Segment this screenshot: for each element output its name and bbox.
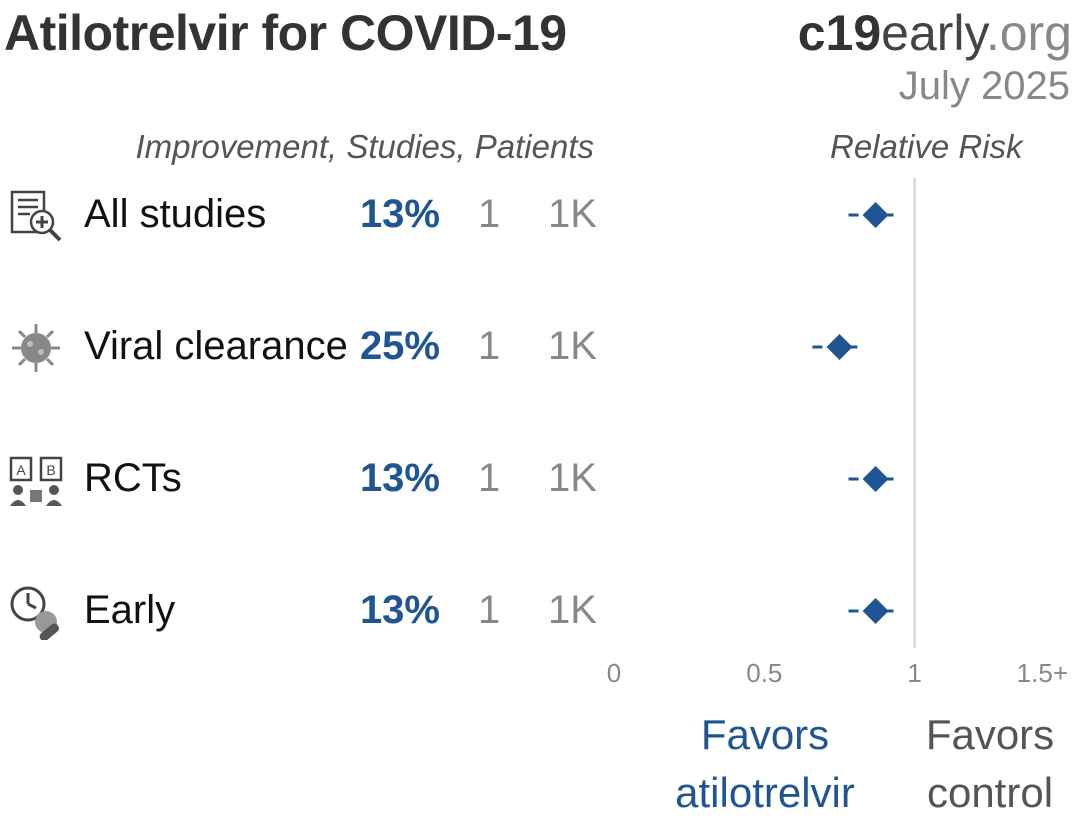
patients-count: 1K: [548, 588, 597, 632]
improvement-value: 13%: [359, 192, 440, 236]
column-header-relative-risk: Relative Risk: [830, 128, 1023, 165]
effect-diamond: [862, 598, 889, 624]
improvement-value: 13%: [359, 456, 440, 500]
document-search-icon: [8, 188, 64, 244]
svg-text:A: A: [16, 462, 26, 478]
clock-treatment-icon: [8, 584, 64, 642]
row-viral-clearance[interactable]: Viral clearance 25% 1 1K: [0, 312, 600, 382]
favors-control-label: Favors control: [900, 706, 1080, 822]
favors-control-line2: control: [926, 769, 1054, 816]
row-label: Early: [84, 588, 176, 632]
favors-treatment-line2: atilotrelvir: [675, 769, 855, 816]
favors-treatment-label: Favors atilotrelvir: [660, 706, 870, 822]
studies-count: 1: [478, 192, 501, 236]
improvement-value: 25%: [359, 324, 440, 368]
row-label: All studies: [84, 192, 267, 236]
report-date: July 2025: [898, 64, 1070, 108]
effect-diamond: [862, 466, 889, 492]
row-label: RCTs: [84, 456, 182, 500]
favors-treatment-line1: Favors: [700, 711, 830, 758]
x-tick-label: 1.5+: [1017, 658, 1068, 688]
brand-logo[interactable]: c19early.org: [798, 4, 1072, 62]
patients-count: 1K: [548, 192, 597, 236]
favors-control-line1: Favors: [925, 711, 1055, 758]
row-early[interactable]: Early 13% 1 1K: [0, 576, 600, 646]
row-rcts[interactable]: A B RCTs 13% 1 1K: [0, 444, 600, 514]
brand-part-1: c19: [797, 5, 882, 61]
brand-part-3: .org: [985, 5, 1072, 61]
row-label: Viral clearance: [84, 324, 348, 368]
x-tick-label: 0.5: [746, 658, 782, 688]
patients-count: 1K: [548, 456, 597, 500]
virus-icon: [8, 320, 64, 376]
svg-text:B: B: [46, 462, 55, 478]
page-title: Atilotrelvir for COVID-19: [4, 5, 567, 61]
x-tick-label: 0: [607, 658, 621, 688]
ab-test-icon: A B: [8, 452, 64, 508]
studies-count: 1: [478, 324, 501, 368]
column-header-stats: Improvement, Studies, Patients: [135, 128, 594, 165]
improvement-value: 13%: [359, 588, 440, 632]
x-tick-label: 1: [907, 658, 921, 688]
effect-diamond: [862, 202, 889, 228]
studies-count: 1: [478, 456, 501, 500]
studies-count: 1: [478, 588, 501, 632]
brand-part-2: early: [881, 5, 986, 61]
patients-count: 1K: [548, 324, 597, 368]
row-all-studies[interactable]: All studies 13% 1 1K: [0, 180, 600, 250]
effect-diamond: [826, 334, 853, 360]
